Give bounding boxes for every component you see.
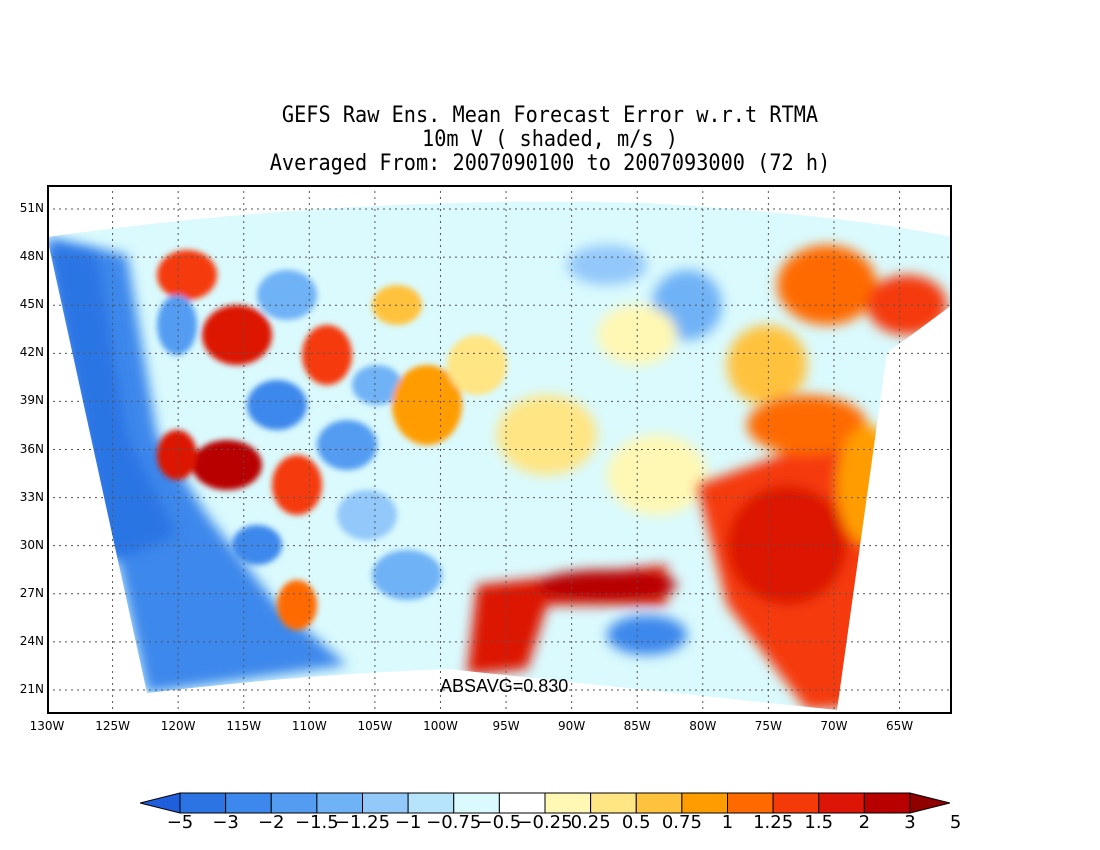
colorbar-label: −1.5 — [295, 812, 339, 833]
lat-tick-label: 51N — [19, 201, 44, 216]
lon-tick-label: 100W — [423, 719, 458, 733]
lon-tick-label: 75W — [754, 719, 782, 733]
colorbar-label: 0.75 — [661, 812, 702, 833]
lon-tick-label: 85W — [623, 719, 651, 733]
lat-tick-label: 48N — [19, 249, 44, 264]
title-line-3: Averaged From: 2007090100 to 2007093000 … — [269, 151, 831, 176]
lon-tick-label: 80W — [689, 719, 717, 733]
colorbar-swatch — [727, 792, 774, 814]
lat-tick-label: 33N — [19, 489, 44, 504]
lat-tick-label: 45N — [19, 297, 44, 312]
lon-tick-label: 90W — [558, 719, 586, 733]
colorbar-label: −1 — [394, 812, 422, 833]
colorbar-swatch — [590, 792, 637, 814]
colorbar-swatch — [362, 792, 409, 814]
colorbar-swatch — [498, 792, 546, 814]
colorbar-swatch — [179, 792, 227, 814]
colorbar-label: 5 — [949, 812, 962, 833]
colorbar-label: −0.5 — [477, 812, 522, 833]
colorbar-label: 0.25 — [570, 812, 611, 833]
colorbar-swatch — [818, 792, 865, 814]
lat-tick-label: 42N — [19, 345, 44, 360]
colorbar-label: −0.25 — [517, 812, 573, 833]
lat-tick-label: 39N — [19, 393, 44, 408]
lat-tick-label: 24N — [19, 633, 44, 648]
lat-tick-label: 30N — [19, 537, 44, 552]
colorbar — [140, 792, 950, 814]
colorbar-swatch — [544, 792, 592, 814]
shaded-field — [47, 201, 952, 710]
lon-tick-label: 110W — [291, 719, 327, 733]
colorbar-label: 1.5 — [804, 812, 834, 833]
colorbar-swatch — [772, 792, 820, 814]
colorbar-label: −2 — [257, 812, 285, 833]
colorbar-label: −1.25 — [334, 812, 391, 833]
lon-tick-label: 95W — [492, 719, 520, 733]
colorbar-high-arrow — [909, 792, 950, 814]
colorbar-label: 3 — [904, 812, 916, 833]
colorbar-label: 1 — [721, 812, 734, 833]
colorbar-swatch — [225, 792, 272, 814]
title-line-1: GEFS Raw Ens. Mean Forecast Error w.r.t … — [281, 103, 819, 128]
absavg-label: ABSAVG=0.830 — [440, 676, 569, 696]
lon-tick-label: 105W — [357, 719, 393, 733]
colorbar-label: −0.75 — [426, 812, 482, 833]
map-border — [47, 185, 952, 714]
lon-tick-label: 70W — [820, 719, 848, 733]
colorbar-label: 2 — [858, 812, 871, 833]
colorbar-swatch — [681, 792, 728, 814]
lon-tick-label: 125W — [95, 719, 130, 733]
colorbar-label: −5 — [166, 812, 194, 833]
colorbar-swatch — [863, 792, 911, 814]
colorbar-label: 0.5 — [621, 812, 651, 833]
lon-tick-label: 65W — [885, 719, 914, 733]
colorbar-swatch — [316, 792, 363, 814]
lat-tick-label: 27N — [19, 585, 44, 600]
grid-lines — [47, 185, 952, 714]
map-plot — [47, 185, 952, 714]
lon-tick-label: 120W — [160, 719, 196, 733]
title-line-2: 10m V ( shaded, m/s ) — [422, 127, 678, 152]
colorbar-label: 1.25 — [753, 812, 794, 833]
colorbar-swatch — [407, 792, 455, 814]
lon-tick-label: 115W — [226, 719, 262, 733]
colorbar-swatch — [270, 792, 318, 814]
colorbar-label: −3 — [212, 812, 239, 833]
colorbar-low-arrow — [140, 792, 181, 814]
lon-tick-label: 130W — [29, 719, 65, 733]
colorbar-swatch — [635, 792, 683, 814]
colorbar-swatch — [453, 792, 500, 814]
lat-tick-label: 36N — [19, 441, 44, 456]
lat-tick-label: 21N — [19, 681, 44, 696]
